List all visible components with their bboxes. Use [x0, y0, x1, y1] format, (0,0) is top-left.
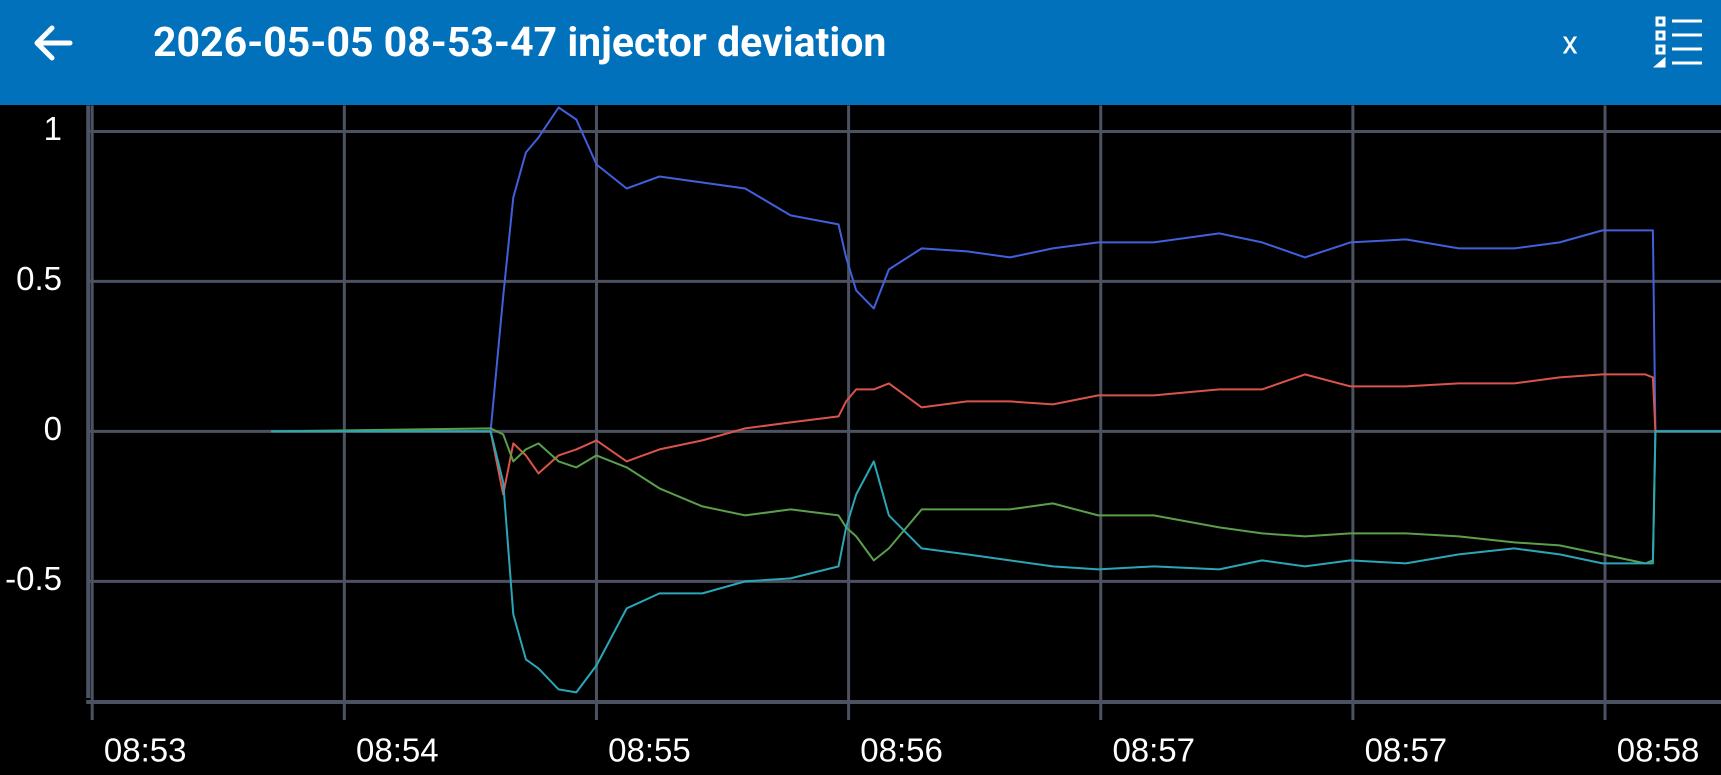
plot: -0.5 0 0.5 1 08:53 08:54 08:55 08:56 08:57 08:57 0…	[5, 105, 1721, 769]
series-line	[271, 430, 1721, 694]
x-tick-label: 08:56	[860, 732, 943, 769]
series-line	[271, 106, 1721, 433]
y-tick-label: 1	[44, 110, 62, 147]
series-line	[271, 427, 1721, 565]
y-tick-label: 0	[44, 410, 62, 447]
x-tick-label: 08:57	[1365, 732, 1448, 769]
x-tick-label: 08:57	[1112, 732, 1195, 769]
close-button[interactable]: x	[1562, 23, 1578, 61]
x-tick-label: 08:54	[356, 732, 439, 769]
x-tick-label: 08:53	[104, 732, 187, 769]
y-tick-label: 0.5	[16, 260, 62, 297]
back-button[interactable]	[34, 25, 73, 61]
list-menu-button[interactable]	[1652, 16, 1702, 68]
app-bar	[0, 0, 1721, 105]
x-tick-label: 08:55	[608, 732, 691, 769]
series-line	[271, 373, 1721, 496]
screen-title: 2026-05-05 08-53-47 injector deviation	[153, 19, 886, 67]
x-tick-label: 08:58	[1617, 732, 1700, 769]
y-tick-label: -0.5	[5, 560, 62, 597]
